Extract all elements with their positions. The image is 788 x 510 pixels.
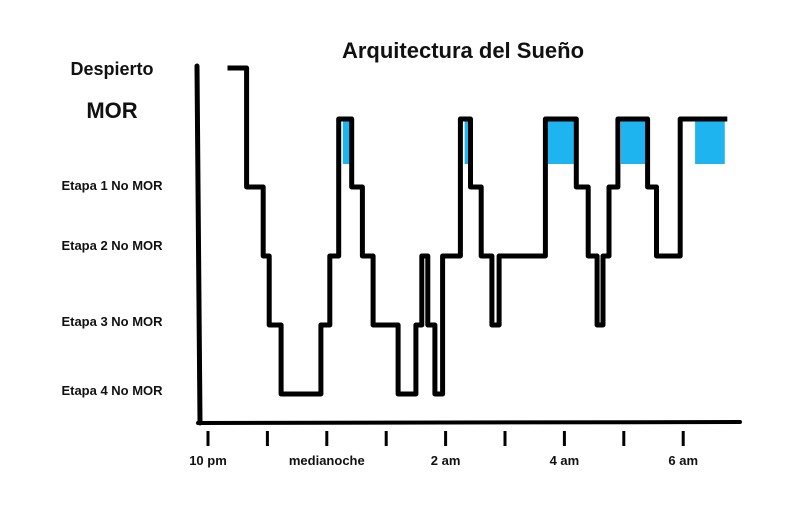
y-label-0: Despierto xyxy=(70,59,153,79)
x-tick-label-2: medianoche xyxy=(289,453,365,468)
rem-period-2 xyxy=(547,119,577,164)
rem-fill-layer xyxy=(342,119,725,164)
x-tick-label-6: 4 am xyxy=(550,453,580,468)
chart-title: Arquitectura del Sueño xyxy=(342,38,584,63)
x-tick-label-4: 2 am xyxy=(431,453,461,468)
y-label-2: Etapa 1 No MOR xyxy=(61,178,163,193)
hypnogram-line xyxy=(227,65,728,397)
y-axis-line xyxy=(194,63,203,426)
axes xyxy=(194,63,742,426)
x-tick-label-0: 10 pm xyxy=(189,453,227,468)
y-axis-labels: Despierto MOR Etapa 1 No MOR Etapa 2 No MOR… xyxy=(61,59,163,398)
x-axis-ticks xyxy=(206,431,685,446)
rem-period-0 xyxy=(342,119,352,164)
y-label-5: Etapa 4 No MOR xyxy=(61,383,163,398)
x-tick-label-8: 6 am xyxy=(668,453,698,468)
rem-period-3 xyxy=(620,119,648,164)
x-axis-labels: 10 pm medianoche 2 am 4 am 6 am xyxy=(189,453,698,468)
y-label-3: Etapa 2 No MOR xyxy=(61,238,163,253)
y-label-1: MOR xyxy=(86,98,137,123)
rem-period-1 xyxy=(464,119,471,164)
rem-period-4 xyxy=(695,119,725,164)
y-label-4: Etapa 3 No MOR xyxy=(61,314,163,329)
x-axis-line xyxy=(196,420,742,425)
